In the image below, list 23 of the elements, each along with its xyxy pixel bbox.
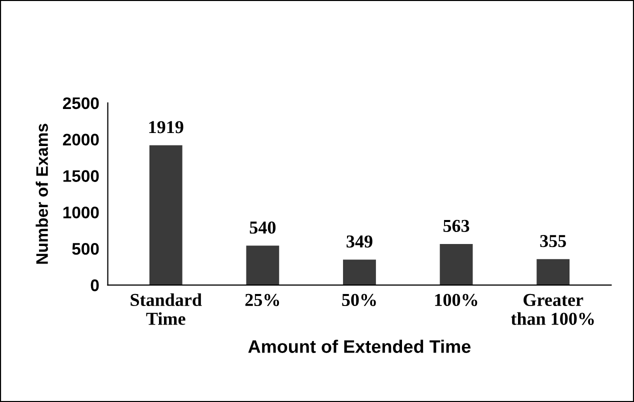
- data-label: 1919: [149, 121, 184, 134]
- data-label: 563: [443, 220, 470, 232]
- data-label: 349: [346, 235, 372, 248]
- x-tick-label: 100%: [435, 294, 478, 306]
- bar: [440, 244, 473, 286]
- y-tick-label: 1000: [63, 206, 99, 218]
- y-tick-label: 500: [72, 243, 99, 255]
- bar: [343, 260, 376, 286]
- data-label: 355: [540, 235, 566, 248]
- data-label: 540: [250, 222, 276, 234]
- bar: [149, 145, 182, 286]
- bar: [536, 259, 570, 286]
- y-tick-label: 2000: [62, 134, 99, 146]
- y-tick-label: 1500: [63, 170, 99, 182]
- x-tick-label: 25%: [245, 294, 280, 306]
- x-axis-title: Amount of Extended Time: [248, 340, 471, 353]
- x-tick-label: 50%: [342, 294, 376, 306]
- y-tick-label: 2500: [62, 97, 99, 110]
- y-axis-title: Number of Exams: [36, 124, 48, 264]
- x-tick-label: Standard Time: [130, 293, 202, 325]
- x-tick-label: Greater than 100%: [510, 294, 594, 325]
- y-tick-label: 0: [90, 279, 99, 292]
- bar: [246, 246, 280, 286]
